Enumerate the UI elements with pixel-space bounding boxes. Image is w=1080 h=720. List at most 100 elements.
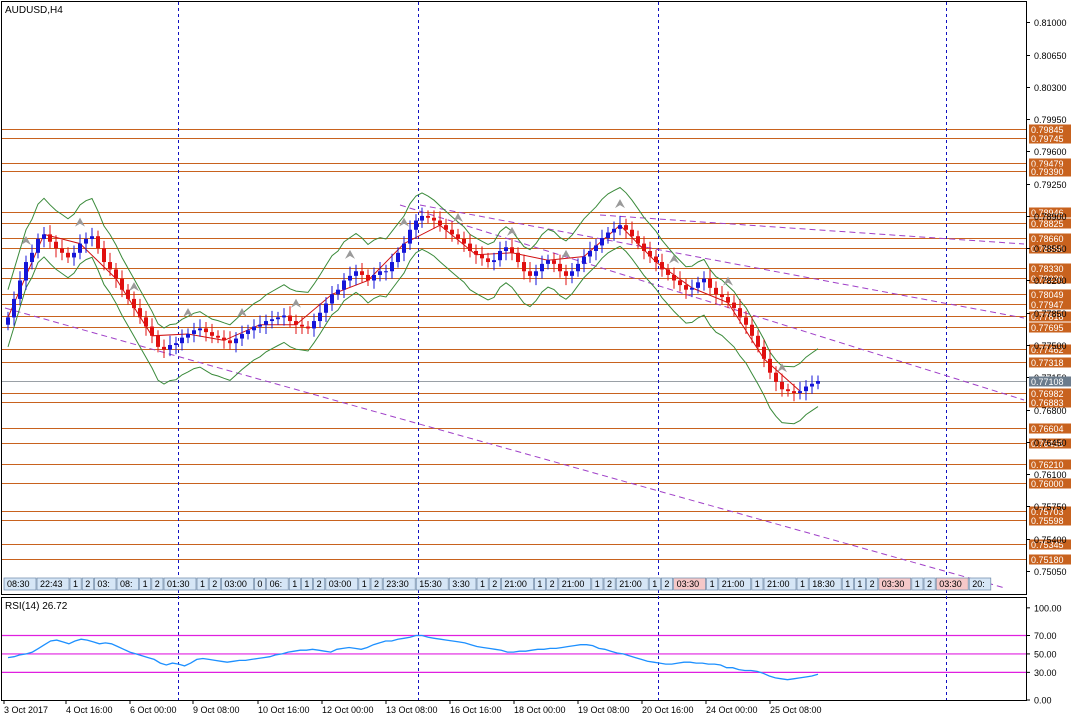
candle-body <box>6 317 10 325</box>
candle-body <box>372 274 376 281</box>
event-tag-box[interactable] <box>661 577 673 591</box>
event-tag-box[interactable] <box>325 577 359 591</box>
event-tag-text: 1 <box>710 579 715 589</box>
event-tag-box[interactable] <box>139 577 152 591</box>
candle-body <box>594 245 598 251</box>
event-tag-box[interactable] <box>151 577 164 591</box>
level-label-bg <box>1029 166 1071 177</box>
event-tag-box[interactable] <box>221 577 254 591</box>
event-tag-box[interactable] <box>546 577 559 591</box>
event-tag-box[interactable] <box>163 577 197 591</box>
event-tag-box[interactable] <box>415 577 449 591</box>
level-label-bg <box>1029 207 1071 218</box>
event-tag-text: 21:00 <box>767 579 790 589</box>
candle-body <box>414 220 418 230</box>
trendline <box>4 307 1006 589</box>
level-label-bg <box>1029 423 1071 434</box>
event-tag-box[interactable] <box>301 577 313 591</box>
event-tag-box[interactable] <box>591 577 604 591</box>
event-tag-box[interactable] <box>313 577 326 591</box>
event-tag-box[interactable] <box>116 577 139 591</box>
candle-body <box>114 269 118 279</box>
event-tag-box[interactable] <box>488 577 501 591</box>
candle-body <box>690 287 694 290</box>
event-tag-box[interactable] <box>81 577 94 591</box>
price-tick-label: 0.75050 <box>1034 567 1067 577</box>
event-tag-box[interactable] <box>808 577 842 591</box>
event-tag-box[interactable] <box>923 577 936 591</box>
event-tag-box[interactable] <box>288 577 301 591</box>
event-tag-text: 2 <box>85 579 90 589</box>
fractal-up-marker <box>669 254 679 264</box>
event-tag-box[interactable] <box>841 577 854 591</box>
event-tag-box[interactable] <box>382 577 416 591</box>
candle-body <box>336 289 340 295</box>
candle-body <box>606 232 610 239</box>
event-tag-box[interactable] <box>866 577 879 591</box>
fractal-up-marker <box>561 249 571 259</box>
candle-body <box>312 321 316 329</box>
event-tag-box[interactable] <box>94 577 117 591</box>
event-tag-box[interactable] <box>69 577 82 591</box>
candle-body <box>72 252 76 258</box>
candle-body <box>504 247 508 251</box>
event-tag-box[interactable] <box>706 577 719 591</box>
candle-body <box>510 247 514 253</box>
event-tag-text: 2 <box>212 579 217 589</box>
level-label: 0.77462 <box>1031 345 1064 355</box>
candle-body <box>240 333 244 339</box>
event-tag-box[interactable] <box>208 577 221 591</box>
event-tag-box[interactable] <box>878 577 912 591</box>
candle-body <box>648 250 652 257</box>
candle-body <box>162 346 166 350</box>
event-tag-box[interactable] <box>763 577 797 591</box>
event-tag-box[interactable] <box>558 577 592 591</box>
fractal-up-marker <box>615 199 625 209</box>
event-tag-box[interactable] <box>648 577 661 591</box>
candle-body <box>216 335 220 338</box>
event-tag-box[interactable] <box>370 577 383 591</box>
candle-body <box>126 289 130 299</box>
event-tag-box[interactable] <box>751 577 764 591</box>
event-tag-box[interactable] <box>534 577 546 591</box>
event-tag-box[interactable] <box>3 577 37 591</box>
fractal-up-marker <box>345 249 355 259</box>
trendlines <box>4 204 1025 589</box>
event-tag-box[interactable] <box>266 577 289 591</box>
event-tag-box[interactable] <box>718 577 752 591</box>
event-tag-box[interactable] <box>476 577 489 591</box>
event-tag-box[interactable] <box>935 577 969 591</box>
event-tag-box[interactable] <box>673 577 706 591</box>
event-tag-box[interactable] <box>448 577 477 591</box>
event-tag-box[interactable] <box>254 577 266 591</box>
candle-body <box>54 241 58 249</box>
level-label-bg <box>1029 133 1071 144</box>
candle-body <box>366 274 370 281</box>
current-price-bg <box>1029 376 1071 387</box>
candle-body <box>534 271 538 276</box>
band-lower <box>7 245 819 425</box>
event-tag-box[interactable] <box>603 577 616 591</box>
event-tag-box[interactable] <box>796 577 809 591</box>
event-tag-text: 03: <box>97 579 110 589</box>
event-tag-box[interactable] <box>911 577 924 591</box>
candle-body <box>282 315 286 318</box>
time-tick-label: 3 Oct 2017 <box>4 705 48 715</box>
event-tag-box[interactable] <box>615 577 649 591</box>
event-tag-box[interactable] <box>196 577 209 591</box>
candle-body <box>498 250 502 261</box>
candle-body <box>696 282 700 288</box>
level-label-bg <box>1029 397 1071 408</box>
candle-body <box>78 243 82 253</box>
event-tags: 08:30 22:43 1 2 03: 08: 1 2 01:30 1 2 03:00 0 06: 1 1 2 0… <box>3 577 992 591</box>
event-tag-text: 03:00 <box>224 579 247 589</box>
event-tag-box[interactable] <box>968 577 992 591</box>
event-tag-box[interactable] <box>358 577 371 591</box>
event-tag-box[interactable] <box>854 577 866 591</box>
event-tag-box[interactable] <box>501 577 534 591</box>
level-label: 0.79745 <box>1031 134 1064 144</box>
event-tag-box[interactable] <box>36 577 70 591</box>
time-tick-label: 9 Oct 08:00 <box>193 705 240 715</box>
